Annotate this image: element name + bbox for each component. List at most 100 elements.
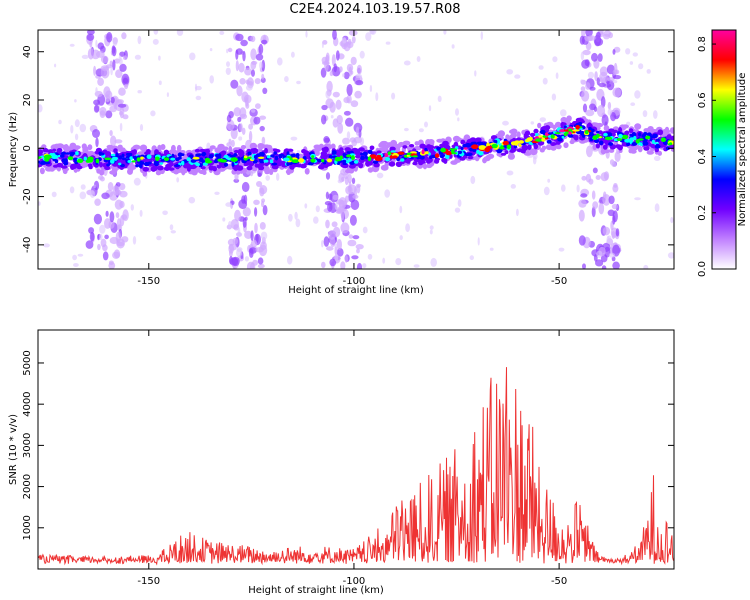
noise-blob (195, 95, 202, 101)
noise-blob (137, 35, 142, 45)
noise-blob (230, 219, 239, 230)
x-tick-label: -50 (551, 276, 567, 287)
noise-blob (403, 60, 411, 66)
noise-blob (100, 65, 110, 72)
noise-blob (226, 61, 230, 67)
noise-blob (166, 92, 169, 97)
noise-blob (602, 194, 611, 206)
noise-blob (258, 43, 264, 55)
noise-blob (344, 195, 350, 203)
x-axis-label: Height of straight line (km) (248, 585, 384, 596)
noise-blob (102, 244, 108, 252)
ridge-blob (643, 146, 650, 151)
noise-blob (323, 236, 330, 247)
x-tick-label: -50 (551, 576, 567, 587)
noise-blob (117, 103, 127, 108)
ridge-core (604, 136, 613, 141)
noise-blob (457, 117, 460, 122)
noise-blob (542, 77, 548, 85)
noise-blob (51, 191, 57, 198)
ridge-blob (412, 161, 418, 166)
noise-blob (451, 44, 455, 49)
noise-blob (259, 61, 263, 70)
noise-blob (238, 136, 243, 141)
noise-blob (612, 184, 619, 193)
ridge-core (266, 155, 271, 159)
ridge-blob (237, 149, 244, 155)
ridge-blob (365, 160, 370, 167)
ridge-core (155, 156, 160, 162)
ridge-blob (201, 151, 207, 157)
ridge-core (596, 133, 600, 138)
chart-title: C2E4.2024.103.19.57.R08 (289, 2, 461, 17)
ridge-blob (146, 154, 152, 159)
ridge-blob (104, 151, 112, 157)
ridge-blob (198, 163, 204, 166)
ridge-core (205, 160, 213, 164)
noise-blob (230, 127, 238, 140)
noise-blob (322, 61, 330, 66)
ridge-core (251, 157, 255, 160)
noise-blob (259, 115, 267, 120)
ridge-blob (263, 159, 269, 163)
noise-blob (437, 95, 442, 103)
noise-blob (325, 219, 330, 229)
ridge-core (131, 160, 136, 163)
noise-blob (582, 263, 586, 269)
ridge-core (392, 155, 398, 159)
ridge-blob (168, 167, 175, 171)
noise-blob (595, 259, 604, 267)
ridge-blob (467, 152, 473, 156)
noise-blob (356, 248, 360, 254)
ridge-blob (655, 138, 660, 142)
ridge-blob (258, 166, 263, 170)
y-tick-label: 20 (22, 94, 33, 107)
ridge-blob (251, 148, 257, 155)
noise-blob (93, 213, 102, 225)
noise-blob (214, 191, 220, 195)
ridge-blob (610, 144, 615, 150)
noise-blob (606, 235, 610, 245)
noise-blob (328, 193, 333, 201)
ridge-blob (342, 159, 347, 164)
noise-blob (242, 207, 251, 217)
noise-blob (321, 240, 324, 248)
noise-blob (350, 70, 354, 75)
noise-blob (255, 247, 264, 253)
noise-blob (634, 197, 641, 201)
ridge-blob (214, 147, 222, 154)
noise-blob (349, 214, 357, 226)
noise-blob (253, 199, 260, 205)
noise-blob (342, 137, 350, 145)
noise-blob (329, 258, 337, 267)
ridge-blob (247, 151, 252, 156)
ridge-blob (216, 164, 222, 169)
noise-blob (325, 172, 331, 180)
colorbar-label: Normalized spectral amplitude (737, 73, 748, 227)
ridge-blob (372, 160, 379, 164)
noise-blob (81, 54, 89, 60)
noise-blob (350, 199, 360, 211)
noise-blob (591, 190, 596, 200)
noise-blob (356, 184, 361, 194)
noise-blob (539, 117, 546, 122)
ridge-core (592, 135, 598, 140)
noise-blob (580, 86, 586, 92)
noise-blob (109, 60, 113, 67)
noise-blob (238, 62, 245, 73)
ridge-core (326, 158, 333, 163)
noise-blob (249, 248, 254, 258)
ridge-blob (159, 162, 164, 165)
noise-blob (132, 236, 137, 245)
noise-blob (405, 223, 410, 233)
noise-blob (237, 227, 241, 236)
noise-blob (347, 173, 352, 184)
noise-blob (230, 139, 235, 148)
ridge-core (257, 156, 265, 159)
noise-blob (325, 191, 329, 200)
ridge-blob (465, 143, 471, 147)
ridge-blob (278, 153, 285, 157)
noise-blob (260, 231, 268, 240)
ridge-core (38, 156, 42, 159)
noise-blob (586, 35, 596, 41)
